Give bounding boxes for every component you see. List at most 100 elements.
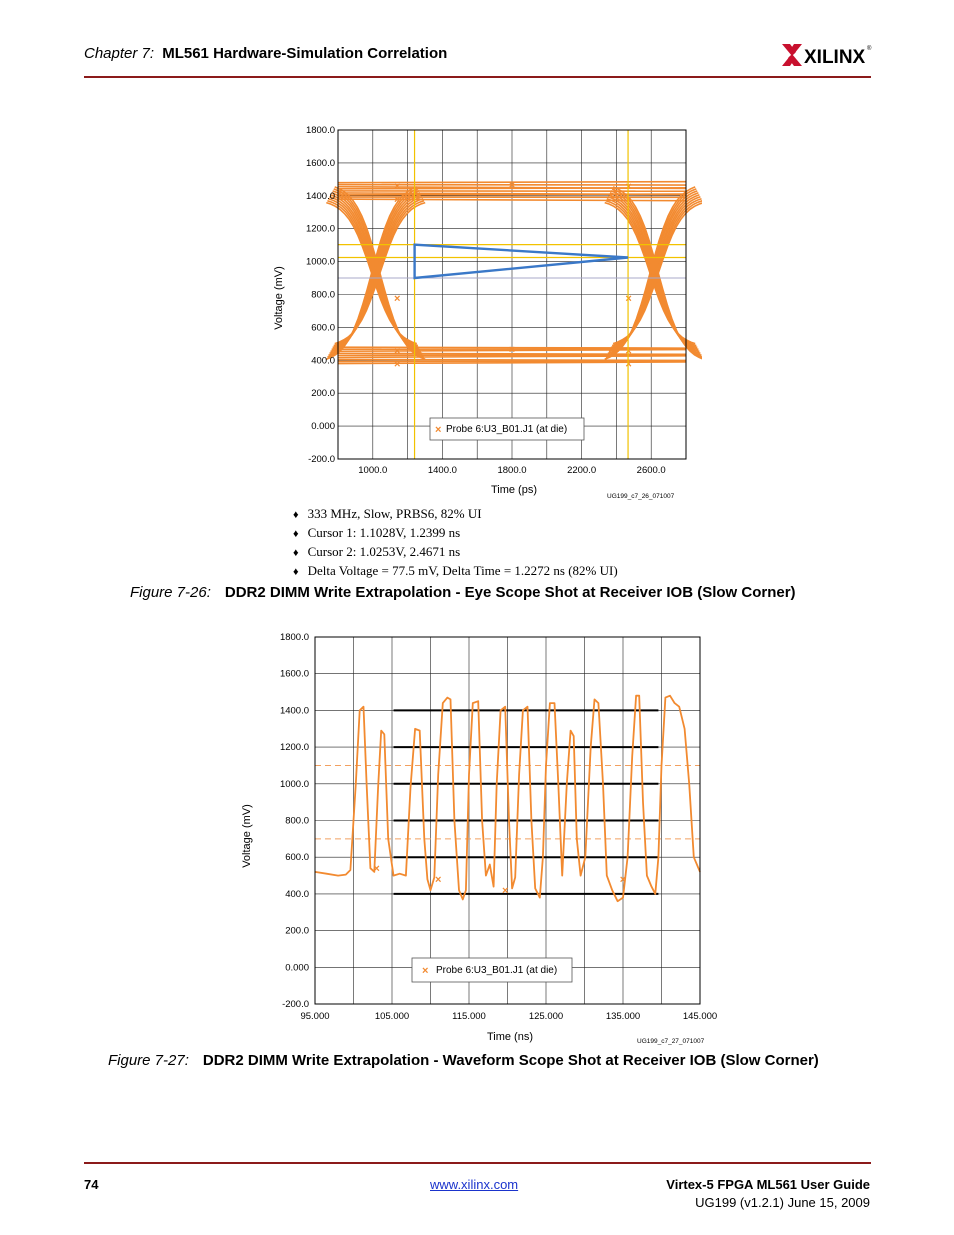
eye-plot-frame [337, 129, 687, 460]
waveform-x-tick-label: 105.000 [375, 1011, 409, 1022]
waveform-y-tick-label: 1800.0 [280, 632, 309, 643]
waveform-y-tick-label: -200.0 [282, 999, 309, 1010]
eye-y-tick-label: -200.0 [308, 454, 335, 465]
eye-y-tick-label: 1600.0 [306, 158, 335, 169]
waveform-marker: × [502, 885, 508, 897]
eye-trace-marker: × [509, 179, 515, 191]
page-number: 74 [84, 1177, 99, 1192]
eye-overlay [338, 130, 686, 459]
eye-trace-falling [329, 195, 421, 351]
waveform-x-tick-label: 125.000 [529, 1011, 563, 1022]
waveform-marker: × [620, 874, 626, 886]
chapter-label: Chapter 7: [84, 45, 155, 62]
figure1-caption-label: Figure 7-26: [130, 584, 211, 601]
note-item: 333 MHz, Slow, PRBS6, 82% UI [293, 505, 618, 524]
waveform-y-tick-label: 0.000 [285, 962, 309, 973]
eye-trace-falling [331, 192, 423, 355]
eye-mask [413, 243, 629, 280]
figure2-caption-label: Figure 7-27: [108, 1052, 189, 1069]
eye-traces: ×××××××××××× [325, 179, 702, 371]
eye-y-tick-label: 800.0 [311, 290, 335, 301]
eye-y-tick-label: 1000.0 [306, 257, 335, 268]
eye-x-tick-label: 2200.0 [567, 465, 596, 476]
eye-figure-id: UG199_c7_26_071007 [607, 493, 675, 500]
xilinx-logo-registered: ® [867, 45, 872, 52]
eye-trace-marker: × [394, 194, 400, 206]
eye-x-tick-label: 1000.0 [358, 465, 387, 476]
waveform-chart: × × × × 1800.0 1600.0 1400.0 1200.0 1000.0 800.0… [241, 632, 717, 1045]
waveform-legend-label: Probe 6:U3_B01.J1 (at die) [436, 965, 557, 976]
figure1-notes: 333 MHz, Slow, PRBS6, 82% UI Cursor 1: 1… [293, 505, 618, 581]
waveform-marker: × [373, 863, 379, 875]
eye-y-tick-label: 400.0 [311, 355, 335, 366]
xilinx-logo-mark-icon [782, 44, 802, 66]
eye-y-axis-title: Voltage (mV) [273, 266, 285, 330]
eye-trace-falling [326, 201, 418, 345]
eye-x-axis-title: Time (ps) [491, 484, 537, 496]
waveform-y-tick-label: 200.0 [285, 926, 309, 937]
waveform-x-tick-label: 145.000 [683, 1011, 717, 1022]
eye-trace-marker: × [394, 345, 400, 357]
eye-y-tick-label: 1800.0 [306, 125, 335, 136]
chapter-header: Chapter 7: ML561 Hardware-Simulation Cor… [84, 45, 447, 62]
xilinx-logo: XILINX ® [782, 44, 872, 68]
waveform-figure-id: UG199_c7_27_071007 [637, 1038, 705, 1045]
xilinx-link[interactable]: www.xilinx.com [430, 1177, 519, 1192]
waveform-y-axis-title: Voltage (mV) [241, 804, 253, 868]
waveform-trace [314, 694, 701, 903]
waveform-y-tick-label: 1400.0 [280, 705, 309, 716]
eye-y-tick-label: 1200.0 [306, 224, 335, 235]
waveform-y-tick-label: 800.0 [285, 816, 309, 827]
eye-trace-marker: × [394, 293, 400, 305]
eye-legend-box [429, 417, 585, 441]
eye-trace-falling [328, 197, 420, 349]
figure2-caption-title: DDR2 DIMM Write Extrapolation - Waveform… [202, 1052, 819, 1069]
waveform-y-ticks: 1800.0 1600.0 1400.0 1200.0 1000.0 800.0 600.0… [280, 632, 309, 1010]
eye-trace-marker: × [509, 344, 515, 356]
eye-legend-label: Probe 6:U3_B01.J1 (at die) [446, 424, 567, 435]
figure1-caption-title: DDR2 DIMM Write Extrapolation - Eye Scop… [224, 584, 796, 601]
waveform-x-axis-title: Time (ns) [487, 1031, 533, 1043]
figure1-caption: Figure 7-26: DDR2 DIMM Write Extrapolatio… [130, 584, 796, 601]
eye-trace-falling [604, 201, 696, 345]
waveform-y-tick-label: 400.0 [285, 889, 309, 900]
eye-diagram-chart: ×××××××××××× 1800.0 1600.0 1400.0 1200.0 100… [273, 125, 702, 500]
eye-x-tick-label: 1400.0 [428, 465, 457, 476]
eye-trace-falling [609, 192, 701, 355]
note-item: Cursor 2: 1.0253V, 2.4671 ns [293, 543, 618, 562]
figure2-caption: Figure 7-27: DDR2 DIMM Write Extrapolatio… [108, 1052, 819, 1069]
eye-x-tick-label: 2600.0 [637, 465, 666, 476]
eye-x-tick-label: 1800.0 [497, 465, 526, 476]
eye-legend: × Probe 6:U3_B01.J1 (at die) [429, 417, 585, 441]
waveform-y-tick-label: 1200.0 [280, 742, 309, 753]
waveform-x-tick-label: 115.000 [452, 1011, 486, 1022]
waveform-y-tick-label: 1600.0 [280, 669, 309, 680]
waveform-reference-lines [315, 709, 700, 895]
guide-title: Virtex-5 FPGA ML561 User Guide [666, 1177, 870, 1192]
waveform-y-tick-label: 600.0 [285, 852, 309, 863]
eye-trace-low [337, 358, 687, 362]
eye-y-ticks: 1800.0 1600.0 1400.0 1200.0 1000.0 800.0 600.0… [306, 125, 335, 465]
eye-trace-falling [606, 197, 698, 349]
waveform-x-tick-label: 95.000 [300, 1011, 329, 1022]
header-rule [84, 76, 871, 78]
chapter-title: ML561 Hardware-Simulation Correlation [162, 45, 448, 62]
waveform-plot-frame [314, 636, 701, 1005]
note-item: Cursor 1: 1.1028V, 1.2399 ns [293, 524, 618, 543]
eye-y-tick-label: 200.0 [311, 388, 335, 399]
eye-y-tick-label: 0.000 [311, 421, 335, 432]
note-item: Delta Voltage = 77.5 mV, Delta Time = 1.… [293, 562, 618, 581]
waveform-markers: × × × × [373, 863, 626, 897]
waveform-legend: × Probe 6:U3_B01.J1 (at die) [411, 957, 573, 983]
waveform-legend-marker-icon: × [422, 965, 428, 977]
eye-trace-falling [334, 186, 426, 361]
waveform-legend-box [411, 957, 573, 983]
xilinx-logo-text: XILINX [804, 47, 866, 68]
eye-x-ticks: 1000.0 1400.0 1800.0 2200.0 2600.0 [358, 465, 665, 476]
footer-rule [84, 1162, 871, 1164]
waveform-marker: × [435, 874, 441, 886]
waveform-x-ticks: 95.000 105.000 115.000 125.000 135.000 145.00… [300, 1011, 717, 1022]
eye-y-tick-label: 600.0 [311, 322, 335, 333]
eye-trace-marker: × [394, 359, 400, 371]
doc-id: UG199 (v1.2.1) June 15, 2009 [695, 1195, 870, 1210]
